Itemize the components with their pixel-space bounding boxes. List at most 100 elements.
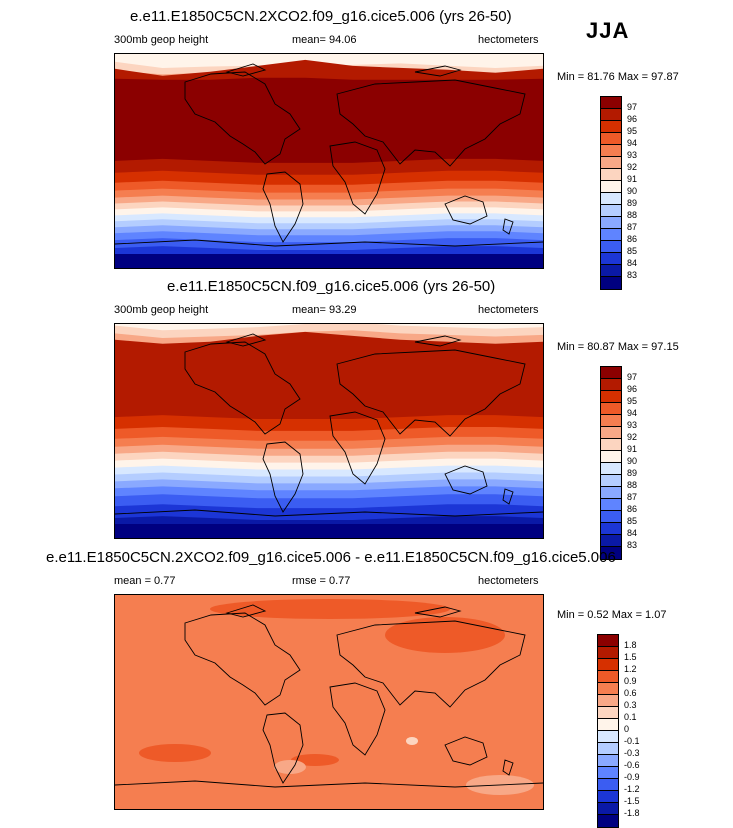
panel2-minmax: Min = 80.87 Max = 97.15 xyxy=(557,341,679,353)
colorbar-swatch xyxy=(601,241,621,253)
colorbar-label: 92 xyxy=(627,432,638,442)
panel1-title: e.e11.E1850C5CN.2XCO2.f09_g16.cice5.006 … xyxy=(130,8,512,25)
colorbar-swatch xyxy=(601,181,621,193)
panel3-minmax: Min = 0.52 Max = 1.07 xyxy=(557,609,667,621)
colorbar-label: 0.1 xyxy=(624,712,637,722)
coastline xyxy=(262,441,304,513)
colorbar-swatch xyxy=(598,647,618,659)
colorbar-swatch xyxy=(601,97,621,109)
colorbar-label: 94 xyxy=(627,408,638,418)
colorbar-label: -0.6 xyxy=(624,760,640,770)
colorbar-swatch xyxy=(598,635,618,647)
panel1-right-label: hectometers xyxy=(478,34,539,46)
colorbar-swatch xyxy=(601,391,621,403)
colorbar-swatch xyxy=(601,415,621,427)
colorbar-label: 1.8 xyxy=(624,640,637,650)
colorbar-label: 87 xyxy=(627,492,638,502)
colorbar-swatch xyxy=(601,253,621,265)
colorbar-label: 89 xyxy=(627,198,638,208)
panel2-right-label: hectometers xyxy=(478,304,539,316)
colorbar-label: 0.3 xyxy=(624,700,637,710)
colorbar-label: -1.8 xyxy=(624,808,640,818)
panel1-minmax: Min = 81.76 Max = 97.87 xyxy=(557,71,679,83)
colorbar-swatch xyxy=(598,743,618,755)
colorbar-label: 85 xyxy=(627,246,638,256)
panel1-left-label: 300mb geop height xyxy=(114,34,209,46)
colorbar-label: 1.2 xyxy=(624,664,637,674)
colorbar-label: 96 xyxy=(627,114,638,124)
colorbar-label: 97 xyxy=(627,102,638,112)
coastline xyxy=(262,712,304,784)
panel2-center-label: mean= 93.29 xyxy=(292,304,357,316)
colorbar-swatch xyxy=(598,671,618,683)
coastline xyxy=(414,606,462,618)
colorbar-label: 83 xyxy=(627,540,638,550)
coastline xyxy=(502,488,514,505)
colorbar-swatch xyxy=(601,169,621,181)
colorbar-swatch xyxy=(598,779,618,791)
coastline xyxy=(184,612,301,706)
anomaly-patch xyxy=(406,737,418,745)
colorbar-swatch xyxy=(598,719,618,731)
panel3-left-label: mean = 0.77 xyxy=(114,575,176,587)
panel1-map xyxy=(114,53,544,269)
colorbar-label: -0.3 xyxy=(624,748,640,758)
coastline xyxy=(444,465,488,495)
coastline xyxy=(414,65,462,77)
colorbar-swatch xyxy=(598,695,618,707)
colorbar-swatch xyxy=(601,427,621,439)
panel1-center-label: mean= 94.06 xyxy=(292,34,357,46)
colorbar-label: 97 xyxy=(627,372,638,382)
colorbar-swatch xyxy=(601,547,621,559)
panel1-colorbar xyxy=(600,96,622,290)
colorbar-label: 94 xyxy=(627,138,638,148)
colorbar-swatch xyxy=(598,659,618,671)
colorbar-label: 95 xyxy=(627,126,638,136)
colorbar-swatch xyxy=(601,379,621,391)
colorbar-label: -1.5 xyxy=(624,796,640,806)
colorbar-swatch xyxy=(601,475,621,487)
panel2-contour-plot xyxy=(115,324,543,538)
colorbar-label: -0.9 xyxy=(624,772,640,782)
coastline xyxy=(336,349,526,437)
colorbar-swatch xyxy=(598,767,618,779)
colorbar-label: 89 xyxy=(627,468,638,478)
coastline xyxy=(502,218,514,235)
polar-band-south xyxy=(115,254,543,268)
colorbar-label: -0.1 xyxy=(624,736,640,746)
panel3-title: e.e11.E1850C5CN.2XCO2.f09_g16.cice5.006 … xyxy=(46,549,616,566)
colorbar-swatch xyxy=(601,403,621,415)
panel3-center-label: rmse = 0.77 xyxy=(292,575,351,587)
colorbar-swatch xyxy=(598,803,618,815)
coastline xyxy=(336,79,526,167)
colorbar-label: 0.9 xyxy=(624,676,637,686)
coastline xyxy=(502,759,514,776)
panel3-map xyxy=(114,594,544,810)
panel2-title: e.e11.E1850C5CN.f09_g16.cice5.006 (yrs 2… xyxy=(167,278,496,295)
polar-band-south xyxy=(115,524,543,538)
colorbar-label: 87 xyxy=(627,222,638,232)
colorbar-swatch xyxy=(601,277,621,289)
colorbar-label: 0 xyxy=(624,724,630,734)
coastline xyxy=(115,780,543,788)
coastline xyxy=(329,411,386,485)
colorbar-swatch xyxy=(601,511,621,523)
colorbar-swatch xyxy=(601,487,621,499)
colorbar-label: 91 xyxy=(627,174,638,184)
colorbar-swatch xyxy=(601,229,621,241)
colorbar-label: 0.6 xyxy=(624,688,637,698)
panel3-colorbar xyxy=(597,634,619,828)
colorbar-swatch xyxy=(601,157,621,169)
coastline xyxy=(225,333,267,347)
coastline xyxy=(329,682,386,756)
coastline xyxy=(225,63,267,77)
colorbar-label: -1.2 xyxy=(624,784,640,794)
colorbar-swatch xyxy=(601,109,621,121)
colorbar-swatch xyxy=(601,463,621,475)
colorbar-swatch xyxy=(598,683,618,695)
colorbar-label: 88 xyxy=(627,480,638,490)
colorbar-label: 93 xyxy=(627,150,638,160)
coastline xyxy=(329,141,386,215)
colorbar-swatch xyxy=(601,367,621,379)
panel2-map xyxy=(114,323,544,539)
